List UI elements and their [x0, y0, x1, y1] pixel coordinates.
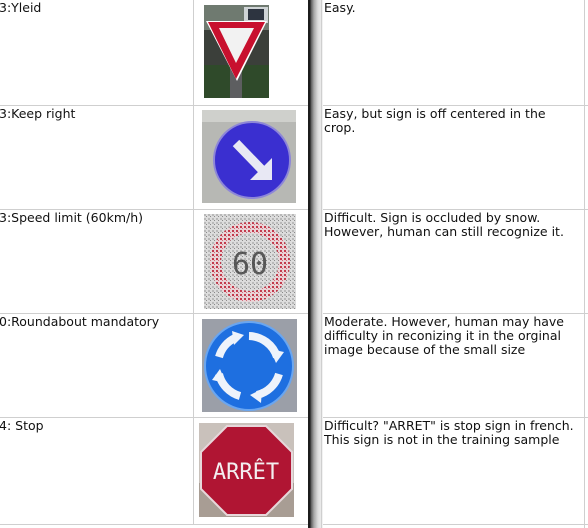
column-divider — [321, 0, 322, 528]
comment-cell: Easy. — [324, 0, 584, 15]
difficulty-comment: Difficult? "ARRET" is stop sign in frenc… — [324, 418, 574, 447]
yield-sign-icon — [204, 5, 269, 98]
keep-right-sign-icon — [202, 110, 296, 203]
column-divider — [584, 0, 585, 528]
sign-image-cell: 60 — [194, 210, 308, 313]
difficulty-comment: Difficult. Sign is occluded by snow. How… — [324, 210, 564, 239]
comment-cell: Difficult? "ARRET" is stop sign in frenc… — [324, 418, 584, 447]
table-row: 4: Stop ARRÊT Difficult? "ARRET" is stop… — [0, 418, 588, 525]
sign-image-cell — [194, 106, 308, 209]
table-row: 3:Speed limit (60km/h) — [0, 210, 588, 314]
column-divider — [193, 0, 194, 525]
stop-sign-icon: ARRÊT — [199, 423, 294, 517]
comment-cell: Difficult. Sign is occluded by snow. How… — [324, 210, 584, 239]
table-row: 0:Roundabout mandatory Moderate. However… — [0, 314, 588, 418]
svg-text:60: 60 — [232, 247, 268, 282]
sign-class-label: 3:Keep right — [0, 106, 76, 121]
difficulty-comment: Easy. — [324, 0, 356, 15]
sign-class-label: 3:Speed limit (60km/h) — [0, 210, 144, 225]
difficulty-comment: Easy, but sign is off centered in the cr… — [324, 106, 546, 135]
difficulty-comment: Moderate. However, human may have diffic… — [324, 314, 564, 357]
sign-image-cell: ARRÊT — [194, 418, 308, 524]
sign-image-cell — [194, 314, 308, 417]
stop-sign-text: ARRÊT — [213, 459, 279, 485]
sign-image-cell — [194, 0, 308, 105]
sign-class-label: 3:Yleid — [0, 0, 42, 15]
page-gutter-shadow — [308, 0, 323, 528]
speed-limit-sign-icon: 60 — [204, 214, 296, 309]
comment-cell: Easy, but sign is off centered in the cr… — [324, 106, 584, 135]
table-row: 3:Yleid Easy. — [0, 0, 588, 106]
sign-class-label: 0:Roundabout mandatory — [0, 314, 160, 329]
table-row: 3:Keep right Easy, but sign is off cente… — [0, 106, 588, 210]
sign-class-label: 4: Stop — [0, 418, 44, 433]
roundabout-sign-icon — [202, 319, 297, 412]
comment-cell: Moderate. However, human may have diffic… — [324, 314, 584, 357]
